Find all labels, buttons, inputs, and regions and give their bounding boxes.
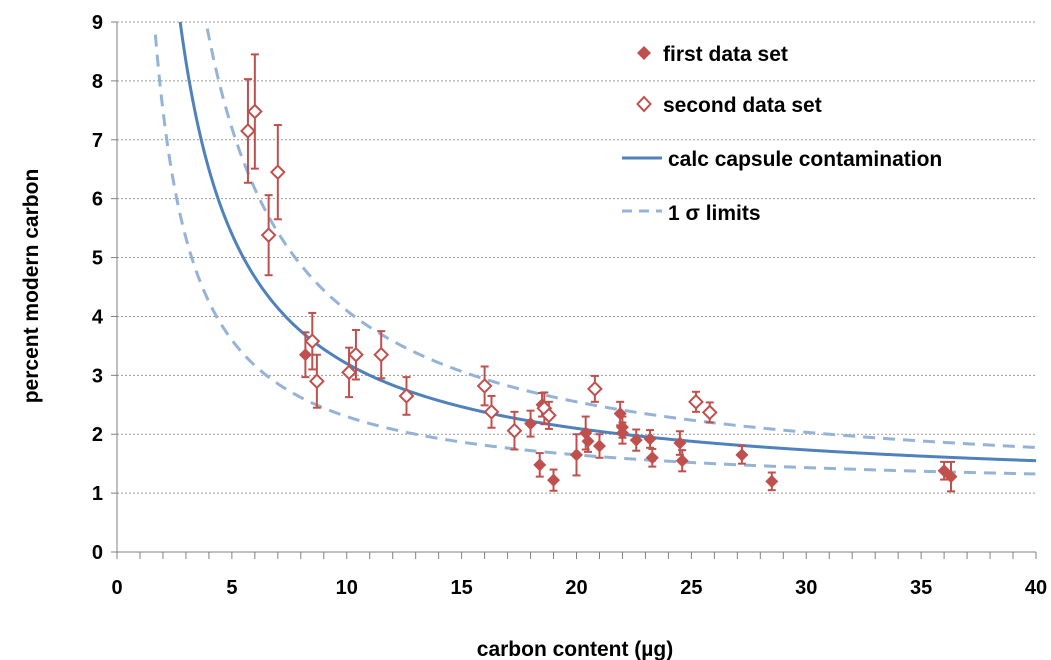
calc-contamination-curve bbox=[178, 21, 1037, 463]
second-data-set-point bbox=[240, 123, 256, 139]
upper-sigma-limit-curve bbox=[205, 28, 1036, 449]
first-data-set-point bbox=[944, 470, 958, 484]
second-data-set-point bbox=[308, 373, 325, 390]
first-data-set-point bbox=[645, 451, 659, 465]
first-data-set-point bbox=[735, 448, 749, 462]
y-tick-label: 2 bbox=[92, 424, 103, 446]
y-tick-label: 1 bbox=[92, 483, 103, 505]
second-data-set-point bbox=[483, 403, 500, 420]
x-tick-label: 30 bbox=[795, 577, 817, 599]
data-points bbox=[240, 103, 958, 488]
first-data-set-point bbox=[615, 426, 629, 440]
x-tick-label: 25 bbox=[680, 577, 702, 599]
second-data-set-point bbox=[476, 378, 493, 394]
legend-label-sigma-limits: 1 σ limits bbox=[668, 202, 761, 225]
x-axis: 0 5 10 15 20 25 30 35 40 bbox=[111, 551, 1047, 599]
x-tick-label: 15 bbox=[451, 577, 473, 599]
x-tick-label: 35 bbox=[910, 577, 932, 599]
first-data-set-point bbox=[581, 434, 595, 448]
y-tick-label: 8 bbox=[92, 71, 103, 93]
second-data-set-point bbox=[541, 407, 557, 424]
x-tick-label: 10 bbox=[336, 577, 358, 599]
second-data-set-point bbox=[586, 380, 603, 397]
legend-label-second-data-set: second data set bbox=[663, 94, 822, 117]
y-tick-label: 0 bbox=[92, 542, 103, 564]
first-data-set-point bbox=[675, 454, 689, 468]
first-data-set-point bbox=[524, 417, 538, 431]
legend: first data set second data set calc caps… bbox=[622, 43, 942, 225]
second-data-set-point bbox=[688, 393, 704, 410]
first-data-set-point bbox=[629, 433, 643, 447]
x-tick-label: 40 bbox=[1025, 577, 1047, 599]
second-data-set-point bbox=[304, 333, 321, 350]
y-tick-label: 9 bbox=[92, 12, 103, 34]
gridlines bbox=[117, 21, 1036, 494]
legend-marker-first-data-set bbox=[637, 46, 651, 60]
first-data-set-point bbox=[547, 473, 561, 487]
y-axis: 0 1 2 3 4 5 6 7 8 9 bbox=[92, 12, 118, 564]
second-data-set-point bbox=[246, 103, 263, 120]
x-tick-label: 5 bbox=[226, 577, 237, 599]
first-data-set-point bbox=[298, 348, 312, 362]
y-tick-label: 5 bbox=[92, 248, 103, 270]
first-data-set-point bbox=[570, 448, 583, 462]
y-axis-title: percent modern carbon bbox=[20, 169, 43, 404]
second-data-set-point bbox=[701, 404, 718, 421]
first-data-set-point bbox=[643, 432, 657, 446]
y-tick-label: 3 bbox=[92, 365, 103, 387]
y-tick-label: 4 bbox=[92, 306, 104, 328]
second-data-set-point bbox=[373, 346, 390, 363]
legend-label-calc-contamination: calc capsule contamination bbox=[668, 148, 942, 171]
second-data-set-point bbox=[506, 422, 523, 439]
second-data-set-point bbox=[260, 227, 277, 244]
error-bars bbox=[243, 53, 955, 493]
x-tick-label: 20 bbox=[565, 577, 587, 599]
first-data-set-point bbox=[533, 458, 547, 472]
second-data-set-point bbox=[398, 388, 415, 404]
y-tick-label: 7 bbox=[92, 130, 103, 152]
legend-label-first-data-set: first data set bbox=[663, 43, 788, 66]
legend-marker-second-data-set bbox=[636, 95, 652, 113]
lower-sigma-limit-curve bbox=[153, 34, 1036, 476]
curves bbox=[153, 21, 1037, 476]
first-data-set-point bbox=[673, 436, 687, 450]
y-tick-label: 6 bbox=[92, 189, 103, 211]
x-axis-title: carbon content (µg) bbox=[477, 638, 673, 660]
first-data-set-point bbox=[592, 439, 606, 453]
second-data-set-point bbox=[269, 164, 286, 181]
first-data-set-point bbox=[613, 407, 627, 421]
x-tick-label: 0 bbox=[111, 577, 122, 599]
first-data-set-point bbox=[765, 474, 779, 488]
second-data-set-point bbox=[348, 346, 364, 363]
second-data-set-point bbox=[341, 364, 357, 381]
